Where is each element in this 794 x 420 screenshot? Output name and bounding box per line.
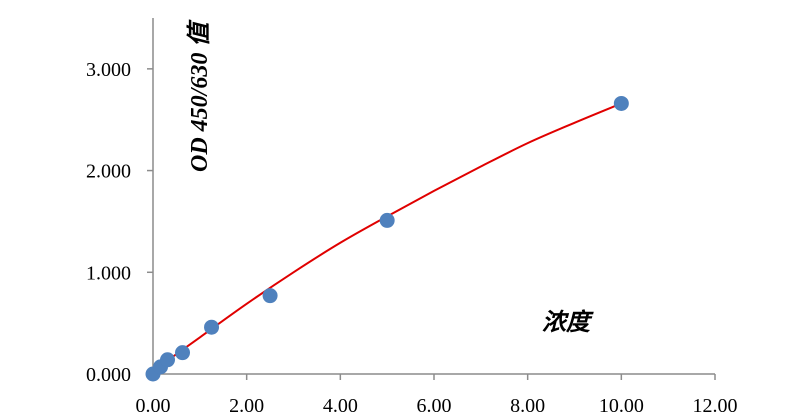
data-point xyxy=(175,345,191,361)
y-tick-label: 3.000 xyxy=(86,59,131,81)
data-point xyxy=(379,212,395,228)
axes xyxy=(147,18,716,380)
data-points xyxy=(145,95,629,382)
x-tick-label: 0.00 xyxy=(136,395,171,417)
x-tick-label: 10.00 xyxy=(599,395,644,417)
x-tick-label: 4.00 xyxy=(323,395,358,417)
data-point xyxy=(204,319,220,335)
data-point xyxy=(613,95,629,111)
y-tick-label: 0.000 xyxy=(86,364,131,386)
x-tick-label: 8.00 xyxy=(510,395,545,417)
x-tick-label: 12.00 xyxy=(693,395,738,417)
y-tick-label: 2.000 xyxy=(86,161,131,183)
y-axis-title: OD 450/630 值 xyxy=(186,19,213,172)
x-tick-label: 6.00 xyxy=(417,395,452,417)
x-tick-label: 2.00 xyxy=(229,395,264,417)
data-point xyxy=(262,288,278,304)
x-axis-title: 浓度 xyxy=(542,309,594,336)
data-point xyxy=(160,352,176,368)
tick-labels: 0.000 1.000 2.000 3.000 0.00 2.00 4.00 6.00 8.00… xyxy=(86,59,738,417)
y-tick-label: 1.000 xyxy=(86,262,131,284)
